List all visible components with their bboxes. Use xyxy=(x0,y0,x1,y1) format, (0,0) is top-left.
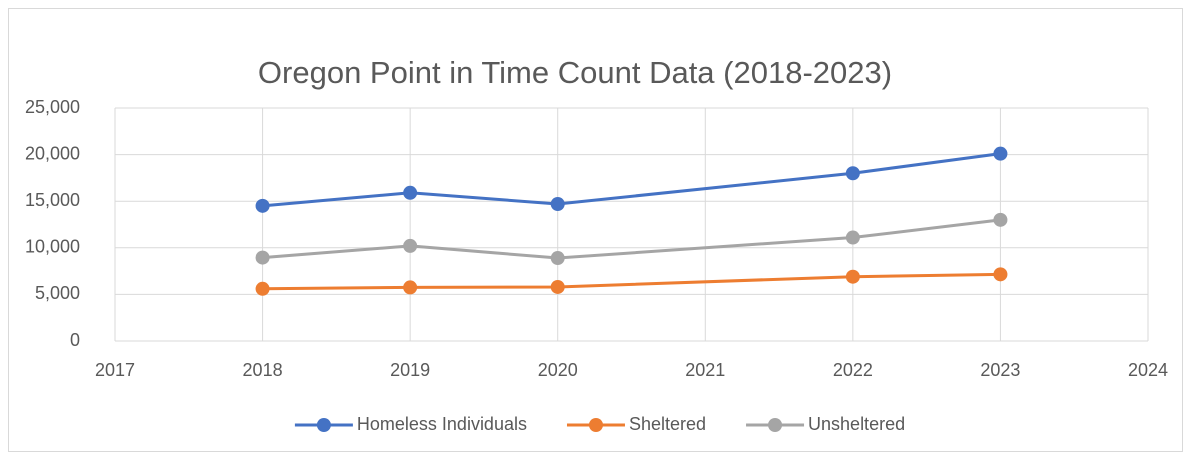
data-point xyxy=(403,238,418,253)
x-tick-label: 2018 xyxy=(243,360,283,380)
x-tick-label: 2020 xyxy=(538,360,578,380)
data-point xyxy=(993,267,1008,282)
x-tick-label: 2023 xyxy=(980,360,1020,380)
data-point xyxy=(993,212,1008,227)
x-tick-label: 2022 xyxy=(833,360,873,380)
x-tick-label: 2019 xyxy=(390,360,430,380)
data-point xyxy=(255,250,270,265)
data-point xyxy=(255,198,270,213)
legend-marker xyxy=(316,418,331,432)
legend-label: Sheltered xyxy=(629,414,706,434)
y-tick-label: 20,000 xyxy=(25,143,80,163)
y-tick-label: 15,000 xyxy=(25,190,80,210)
chart-border xyxy=(8,8,1183,452)
data-point xyxy=(845,230,860,245)
y-tick-label: 5,000 xyxy=(35,283,80,303)
y-tick-label: 0 xyxy=(70,330,80,350)
legend-marker xyxy=(768,418,783,432)
x-tick-label: 2017 xyxy=(95,360,135,380)
legend-label: Unsheltered xyxy=(808,414,905,434)
chart-title: Oregon Point in Time Count Data (2018-20… xyxy=(258,55,892,90)
data-point xyxy=(255,281,270,296)
data-point xyxy=(550,196,565,211)
data-point xyxy=(993,146,1008,161)
legend-label: Homeless Individuals xyxy=(357,414,527,434)
data-point xyxy=(845,269,860,284)
data-point xyxy=(550,251,565,266)
data-point xyxy=(550,279,565,294)
data-point xyxy=(403,185,418,200)
x-tick-label: 2024 xyxy=(1128,360,1168,380)
y-tick-label: 25,000 xyxy=(25,97,80,117)
data-point xyxy=(845,166,860,181)
legend-marker xyxy=(588,418,603,432)
data-point xyxy=(403,280,418,295)
y-tick-label: 10,000 xyxy=(25,237,80,257)
x-tick-label: 2021 xyxy=(685,360,725,380)
